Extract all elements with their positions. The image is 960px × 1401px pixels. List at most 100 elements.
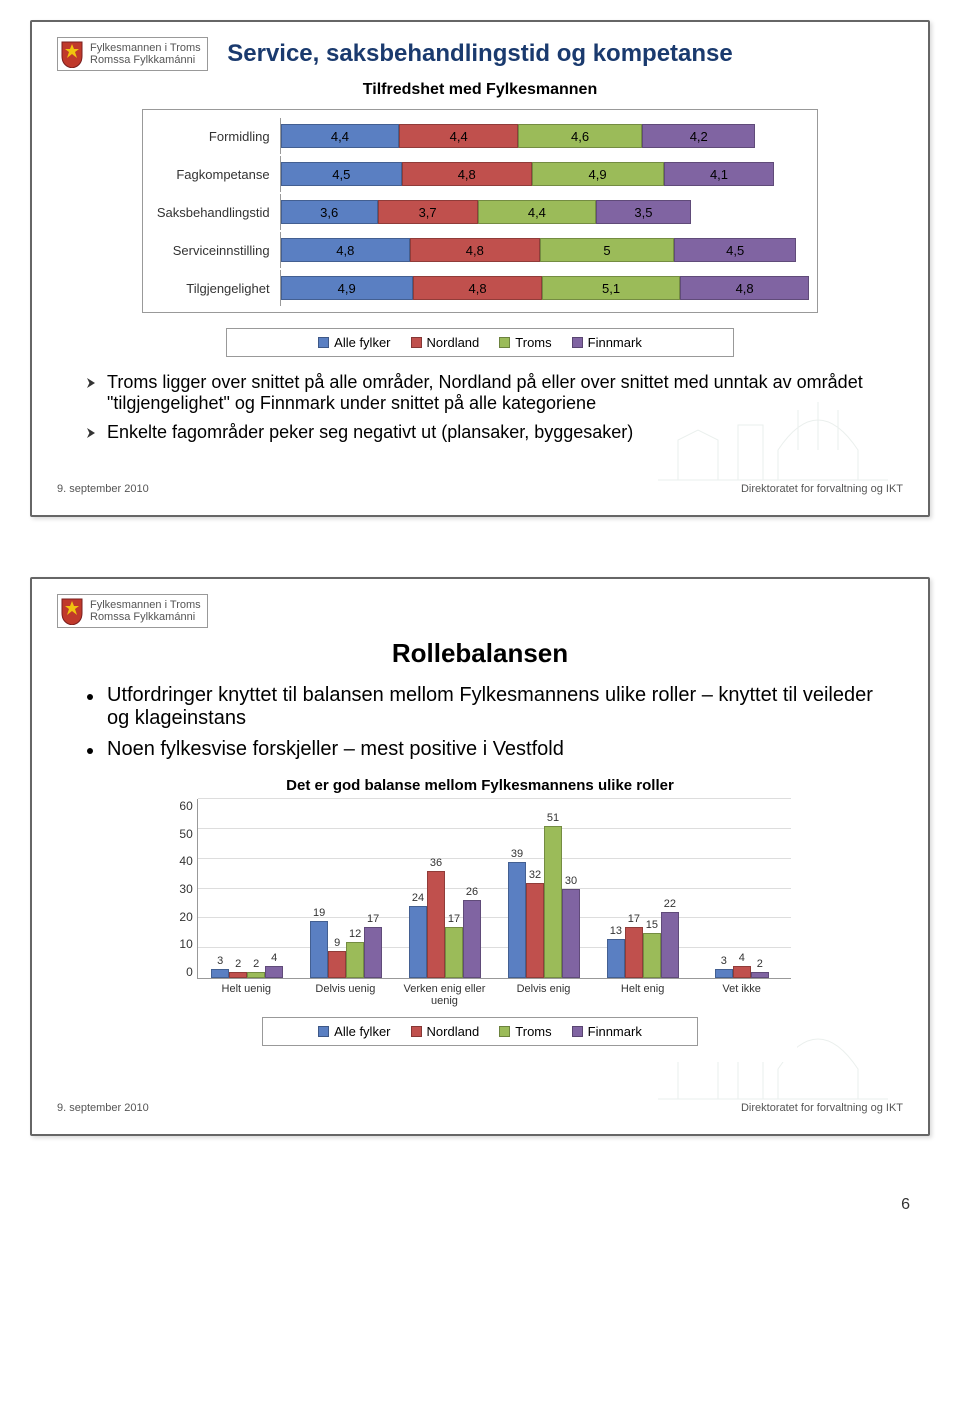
slide-title: Service, saksbehandlingstid og kompetans… [57,40,903,68]
legend-label: Nordland [427,1024,480,1039]
hbar-segment: 4,4 [399,124,518,148]
vbar-value: 22 [664,898,676,910]
vbar: 3 [211,969,229,978]
bar-group: 3224 [198,799,297,978]
legend-swatch [411,337,422,348]
legend-swatch [318,1026,329,1037]
hbar-label: Tilgjengelighet [151,270,281,306]
vbar-value: 2 [253,958,259,970]
vbar: 30 [562,889,580,979]
hbar-segment: 4,8 [680,276,810,300]
legend: Alle fylkerNordlandTromsFinnmark [262,1017,698,1046]
vbar: 12 [346,942,364,978]
ytick: 60 [169,799,193,813]
hbar-segment: 3,5 [596,200,690,224]
hbar-segment: 4,9 [532,162,664,186]
vbar: 36 [427,871,445,978]
vbar: 51 [544,826,562,978]
legend-item: Nordland [411,335,480,350]
bullet-item: Noen fylkesvise forskjeller – mest posit… [87,738,893,761]
legend-swatch [572,337,583,348]
slide-header: Fylkesmannen i Troms Romssa Fylkkamánni [57,594,903,628]
slide-header: Fylkesmannen i Troms Romssa Fylkkamánni … [57,37,903,71]
legend-swatch [411,1026,422,1037]
xtick-label: Delvis enig [494,979,593,1007]
background-art [648,400,898,490]
ytick: 50 [169,827,193,841]
legend-label: Nordland [427,335,480,350]
hbar-segment: 4,5 [281,162,402,186]
footer-org: Direktoratet for forvaltning og IKT [741,1102,903,1114]
vbar: 15 [643,933,661,978]
bullet-list: Utfordringer knyttet til balansen mellom… [87,684,893,761]
legend-swatch [499,337,510,348]
vbar: 39 [508,862,526,978]
hbar-segment: 4,2 [642,124,755,148]
vbar: 2 [229,972,247,978]
hbar-segment: 3,7 [378,200,478,224]
hbar-bar: 4,84,854,5 [281,238,810,262]
hbar-bar: 4,44,44,64,2 [281,124,810,148]
y-axis: 6050403020100 [169,799,197,979]
vbar: 2 [247,972,265,978]
crest-icon [60,597,84,625]
legend-item: Alle fylker [318,335,390,350]
bar-group: 13171522 [593,799,692,978]
vbar-value: 17 [448,913,460,925]
vbar-value: 36 [430,857,442,869]
slide-title: Rollebalansen [57,638,903,669]
ytick: 40 [169,854,193,868]
vbar-value: 12 [349,928,361,940]
vbar: 13 [607,939,625,978]
hbar-label: Serviceinnstilling [151,232,281,268]
hbar-segment: 5,1 [542,276,680,300]
vbar: 32 [526,883,544,978]
vbar: 4 [265,966,283,978]
legend-label: Finnmark [588,1024,642,1039]
vbar-value: 17 [628,913,640,925]
vbar: 19 [310,921,328,978]
hbar-segment: 4,8 [413,276,543,300]
footer-date: 9. september 2010 [57,1102,149,1114]
ytick: 0 [169,965,193,979]
hbar-row: Saksbehandlingstid3,63,74,43,5 [151,194,810,230]
hbar-chart: Formidling4,44,44,64,2Fagkompetanse4,54,… [142,109,819,313]
vbar-value: 39 [511,848,523,860]
hbar-label: Fagkompetanse [151,156,281,192]
hbar-segment: 4,6 [518,124,642,148]
page-number: 6 [30,1196,930,1214]
hbar-segment: 4,8 [410,238,540,262]
xtick-label: Helt enig [593,979,692,1007]
logo-line2: Romssa Fylkkamánni [90,611,201,623]
hbar-segment: 4,1 [664,162,775,186]
bar-group: 39325130 [495,799,594,978]
legend-swatch [572,1026,583,1037]
legend-item: Troms [499,335,551,350]
vbar-value: 15 [646,919,658,931]
legend-label: Finnmark [588,335,642,350]
vbar-value: 19 [313,907,325,919]
slide-subtitle: Tilfredshet med Fylkesmannen [57,81,903,99]
legend-swatch [499,1026,510,1037]
legend-item: Finnmark [572,335,642,350]
footer-org: Direktoratet for forvaltning og IKT [741,483,903,495]
slide-footer: 9. september 2010 Direktoratet for forva… [57,1102,903,1114]
vbar: 17 [364,927,382,978]
slide-1: Fylkesmannen i Troms Romssa Fylkkamánni … [30,20,930,517]
hbar-segment: 4,8 [281,238,411,262]
vbar-value: 13 [610,925,622,937]
vbar-value: 3 [217,955,223,967]
slide-2: Fylkesmannen i Troms Romssa Fylkkamánni … [30,577,930,1136]
vbar-value: 26 [466,886,478,898]
bar-group: 1991217 [297,799,396,978]
vbar: 3 [715,969,733,978]
vbar-value: 32 [529,869,541,881]
vbar-value: 17 [367,913,379,925]
vbar: 24 [409,906,427,978]
vbar: 17 [625,927,643,978]
vbar-value: 24 [412,892,424,904]
vbar: 22 [661,912,679,978]
vbar-value: 3 [721,955,727,967]
bar-group: 342 [692,799,791,978]
vchart: Det er god balanse mellom Fylkesmannens … [163,771,798,1062]
